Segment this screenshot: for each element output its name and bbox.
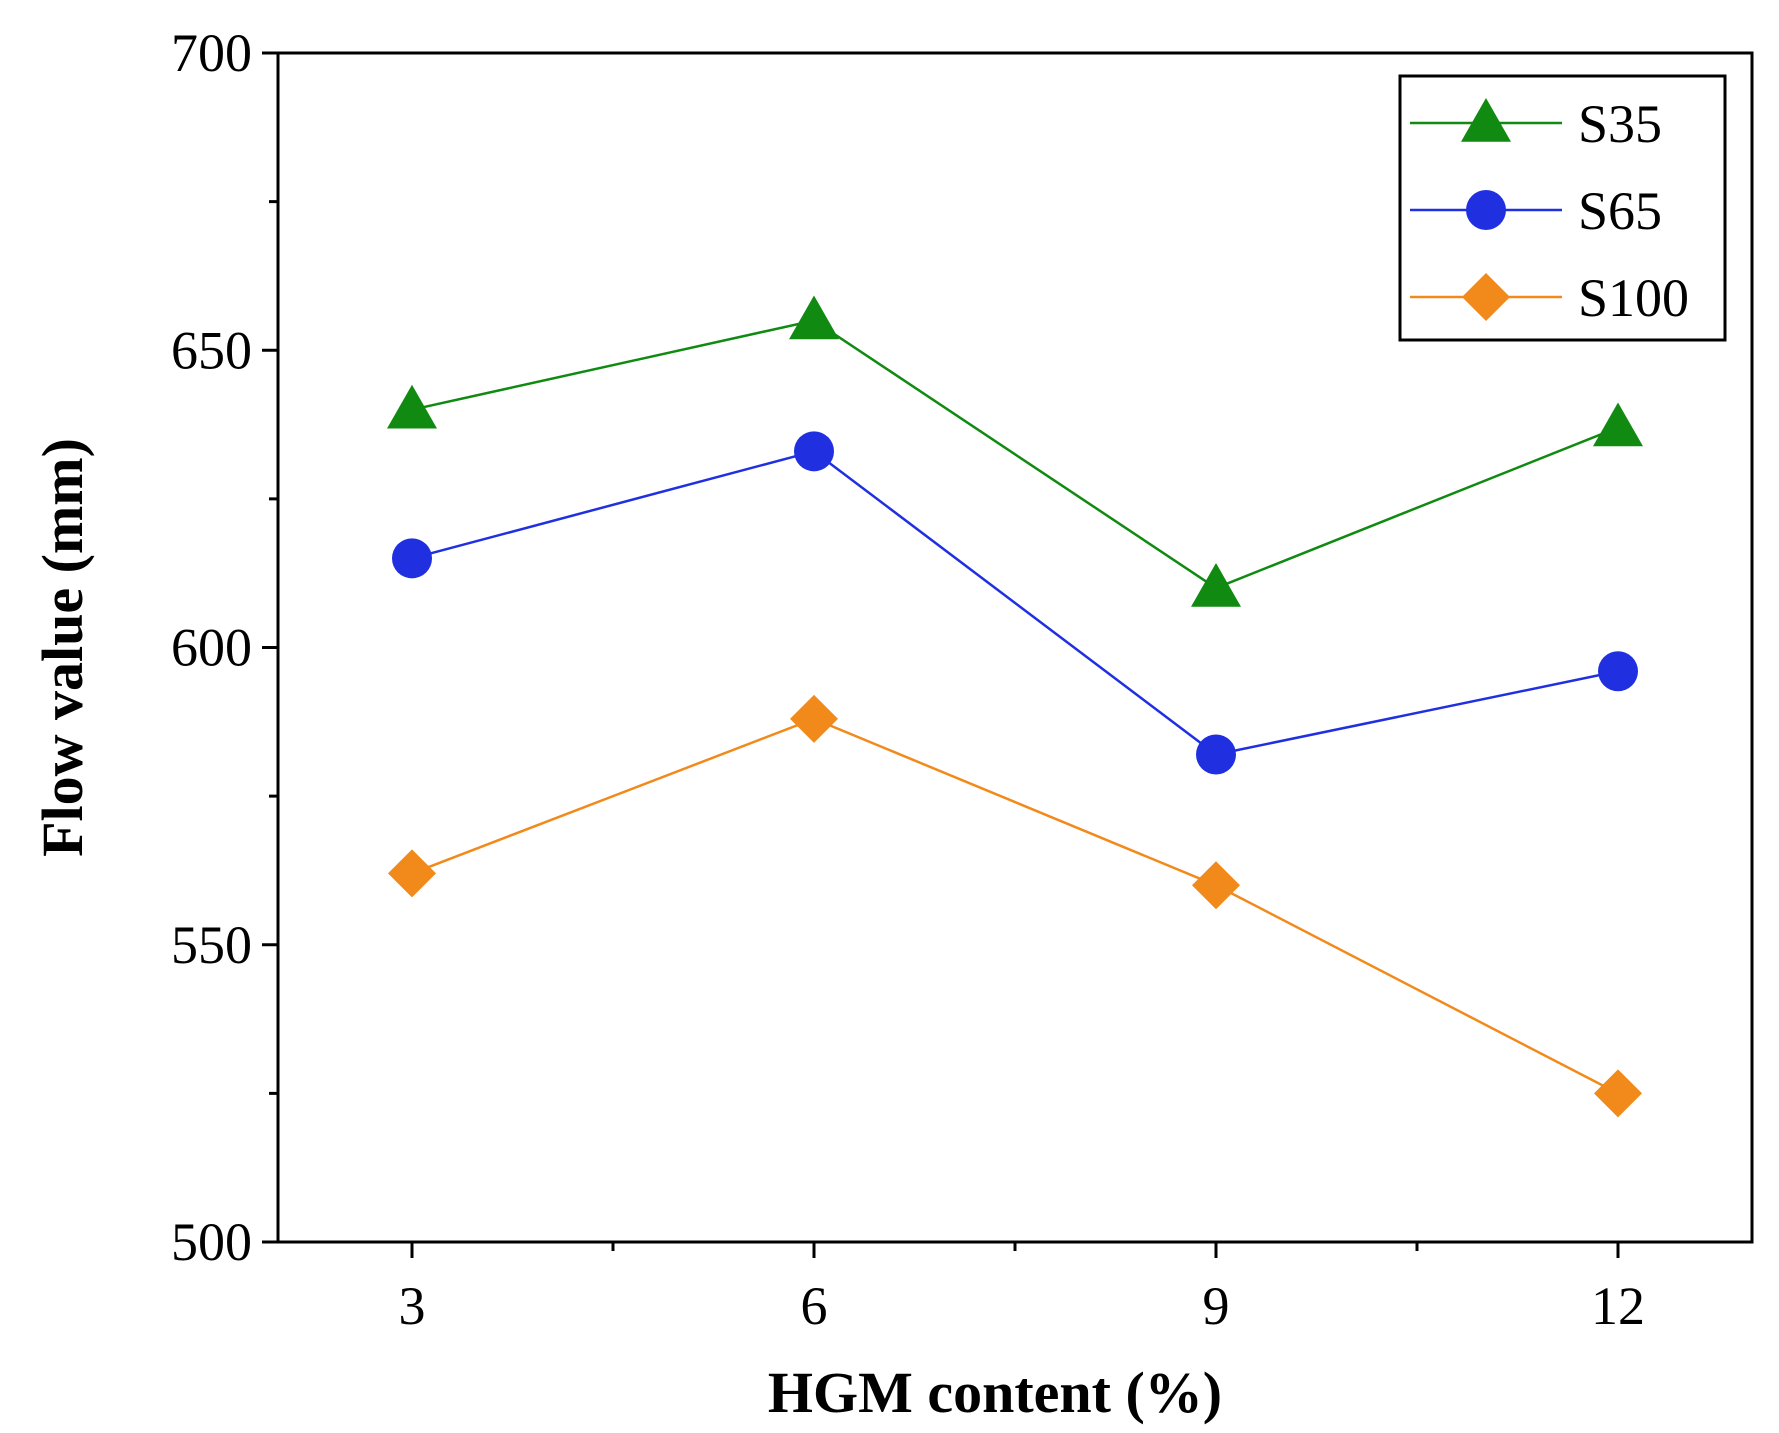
legend-label: S100 [1578, 268, 1689, 328]
data-point-s35 [789, 295, 839, 340]
data-point-s65 [392, 538, 432, 579]
legend-label: S35 [1578, 94, 1662, 154]
x-tick-label: 9 [1203, 1276, 1230, 1336]
series-line-s35 [411, 319, 1619, 590]
data-point-s65 [1598, 651, 1638, 692]
data-point-s35 [1593, 402, 1643, 447]
legend-item-s65: S65 [1410, 181, 1662, 241]
x-axis-title: HGM content (%) [768, 1360, 1222, 1425]
data-point-s35 [387, 384, 437, 429]
data-point-s100 [1192, 861, 1240, 910]
series-layer [387, 295, 1643, 1118]
legend-marker [1466, 190, 1506, 230]
data-point-s100 [790, 694, 838, 743]
legend-item-s100: S100 [1410, 268, 1689, 328]
y-tick-label: 550 [171, 915, 252, 975]
data-point-s100 [388, 849, 436, 898]
y-tick-label: 650 [171, 320, 252, 380]
x-tick-label: 12 [1591, 1276, 1645, 1336]
y-axis-title: Flow value (mm) [30, 438, 95, 857]
axes: 500 550 600 650 700 3 6 9 12 HGM content (%) Flow … [30, 23, 1754, 1425]
data-point-s100 [1594, 1069, 1642, 1118]
series-s35 [387, 295, 1643, 607]
data-point-s65 [1196, 734, 1236, 775]
legend-label: S65 [1578, 181, 1662, 241]
series-s100 [388, 694, 1642, 1118]
series-line-s100 [411, 717, 1619, 1095]
legend-item-s35: S35 [1410, 94, 1662, 154]
y-tick-label: 600 [171, 618, 252, 678]
y-tick-label: 500 [171, 1212, 252, 1272]
series-s65 [392, 431, 1638, 775]
series-line-s65 [411, 449, 1619, 756]
y-tick-label: 700 [171, 23, 252, 83]
legend-marker [1462, 273, 1510, 321]
legend: S35 S65 S100 [1398, 74, 1727, 342]
x-tick-label: 3 [399, 1276, 426, 1336]
data-point-s35 [1191, 563, 1241, 607]
legend-marker [1461, 98, 1511, 142]
x-tick-label: 6 [801, 1276, 828, 1336]
data-point-s65 [794, 431, 834, 472]
